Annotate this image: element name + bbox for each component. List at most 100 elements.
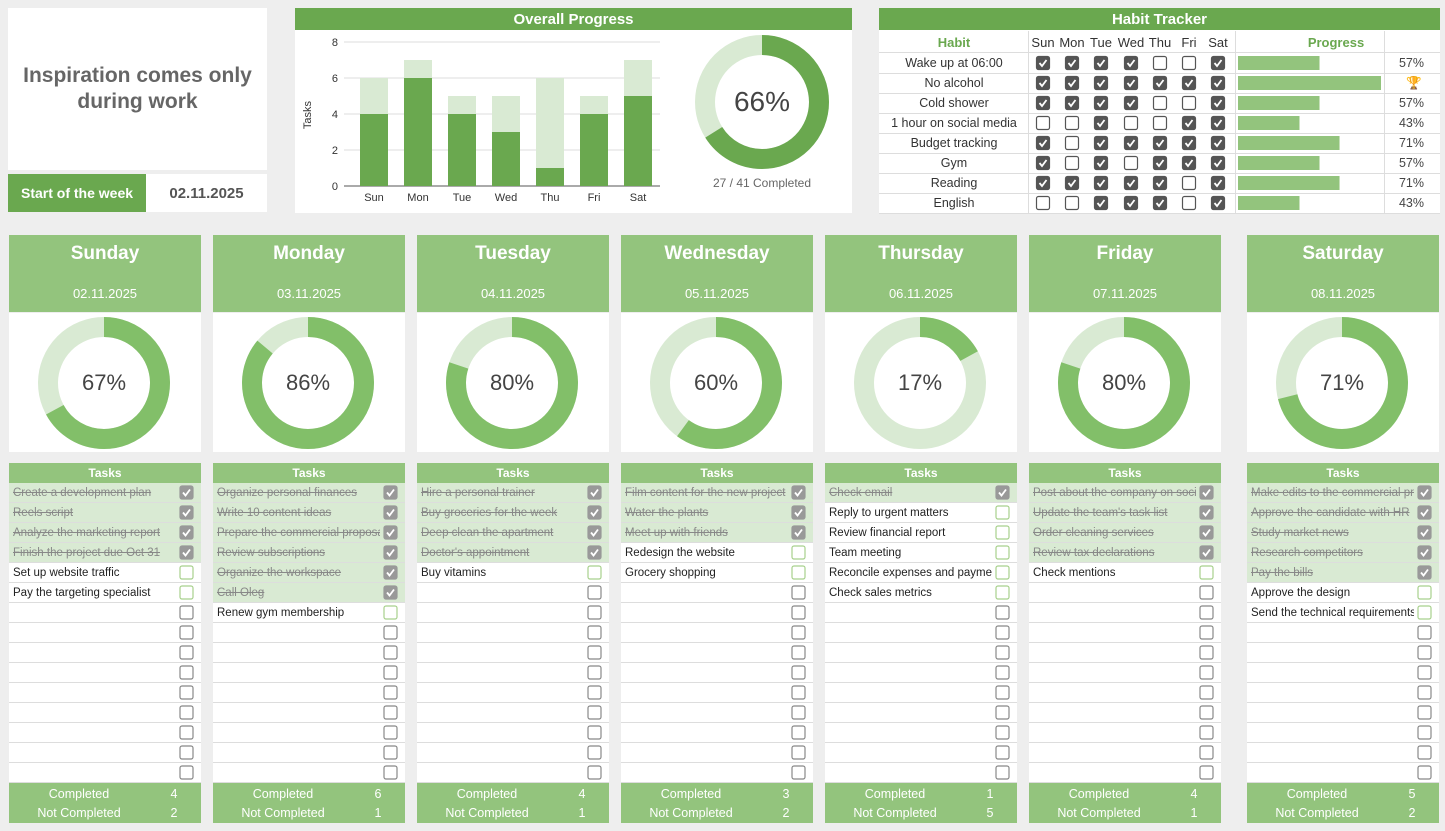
check-mark <box>794 528 803 537</box>
empty-checkbox <box>179 745 194 760</box>
task-row <box>417 743 609 763</box>
task-text: Send the technical requirements <box>1251 606 1414 619</box>
tasks-header: Tasks <box>1247 463 1439 483</box>
y-tick-label: 2 <box>332 145 338 157</box>
checkbox <box>587 545 602 560</box>
task-row <box>825 503 1017 523</box>
empty-checkbox <box>179 685 194 700</box>
checkbox <box>1035 55 1051 71</box>
check-mark <box>1096 79 1106 88</box>
day-header <box>9 235 201 312</box>
task-text: Update the team's task list <box>1033 506 1168 519</box>
checkbox <box>1093 95 1109 111</box>
check-mark <box>1213 59 1223 68</box>
bar <box>492 132 520 186</box>
task-text: Organize the workspace <box>217 566 342 579</box>
task-row <box>621 723 813 743</box>
task-row <box>9 623 201 643</box>
task-row <box>825 763 1017 783</box>
check-mark <box>1213 139 1223 148</box>
task-row <box>1029 563 1221 583</box>
task-text: Grocery shopping <box>625 566 716 579</box>
summary-label: Completed <box>864 786 926 801</box>
task-text: Hire a personal trainer <box>421 486 535 499</box>
task-row <box>1247 743 1439 763</box>
task-text: Water the plants <box>625 506 709 519</box>
checkbox <box>1093 135 1109 151</box>
checkbox <box>383 505 398 520</box>
donut-arc <box>446 317 578 449</box>
summary-panel <box>417 783 609 823</box>
task-row <box>621 543 813 563</box>
progress-label: 57% <box>1398 96 1424 110</box>
task-row <box>417 663 609 683</box>
task-row <box>213 703 405 723</box>
empty-checkbox <box>1199 685 1214 700</box>
checkbox <box>1181 75 1197 91</box>
check-mark <box>1126 59 1136 68</box>
quote-panel <box>8 8 267 170</box>
progress-bar <box>1238 176 1340 190</box>
summary-value: 1 <box>578 805 586 820</box>
empty-checkbox <box>791 625 806 640</box>
checkbox <box>1210 175 1226 191</box>
check-mark <box>1038 99 1048 108</box>
task-row <box>621 583 813 603</box>
task-row <box>621 743 813 763</box>
task-row <box>621 623 813 643</box>
empty-checkbox <box>587 745 602 760</box>
summary-label: Completed <box>1068 786 1130 801</box>
y-tick-label: 8 <box>332 37 338 49</box>
task-row <box>1029 763 1221 783</box>
task-text: Reels script <box>13 506 74 519</box>
empty-checkbox <box>1417 705 1432 720</box>
empty-checkbox <box>179 625 194 640</box>
check-mark <box>1096 99 1106 108</box>
task-row <box>1029 643 1221 663</box>
check-mark <box>1184 159 1194 168</box>
summary-value: 1 <box>374 805 382 820</box>
checkbox <box>1181 115 1197 131</box>
day-header <box>1247 235 1439 312</box>
checkbox <box>995 585 1010 600</box>
task-row <box>213 603 405 623</box>
task-text: Review tax declarations <box>1033 546 1155 559</box>
checkbox <box>1152 95 1168 111</box>
checkbox <box>1417 525 1432 540</box>
empty-checkbox <box>995 765 1010 780</box>
check-mark <box>386 508 395 517</box>
checkbox <box>1093 55 1109 71</box>
checkbox <box>383 545 398 560</box>
x-tick-label: Mon <box>407 192 428 204</box>
check-mark <box>1038 139 1048 148</box>
tasks-header: Tasks <box>417 463 609 483</box>
empty-checkbox <box>995 605 1010 620</box>
check-mark <box>1038 179 1048 188</box>
day-date: 07.11.2025 <box>1092 285 1158 301</box>
task-row <box>825 663 1017 683</box>
task-row <box>1029 723 1221 743</box>
task-text: Pay the bills <box>1251 566 1314 579</box>
task-row <box>1029 583 1221 603</box>
summary-label: Not Completed <box>649 805 733 820</box>
checkbox <box>1417 485 1432 500</box>
y-axis-label: Tasks <box>302 100 314 129</box>
task-row <box>1029 743 1221 763</box>
progress-header: Progress <box>1307 35 1365 50</box>
check-mark <box>386 568 395 577</box>
check-mark <box>1213 179 1223 188</box>
start-date: 02.11.2025 <box>146 174 267 212</box>
check-mark <box>1213 119 1223 128</box>
empty-checkbox <box>995 625 1010 640</box>
checkbox <box>1181 195 1197 211</box>
overall-percent: 66% <box>733 86 791 117</box>
checkbox <box>383 585 398 600</box>
task-row <box>621 503 813 523</box>
check-mark <box>1155 139 1165 148</box>
task-row <box>1029 623 1221 643</box>
summary-panel <box>1247 783 1439 823</box>
task-text: Buy groceries for the week <box>421 506 558 519</box>
task-text: Analyze the marketing report <box>13 526 161 539</box>
day-header <box>1029 235 1221 312</box>
